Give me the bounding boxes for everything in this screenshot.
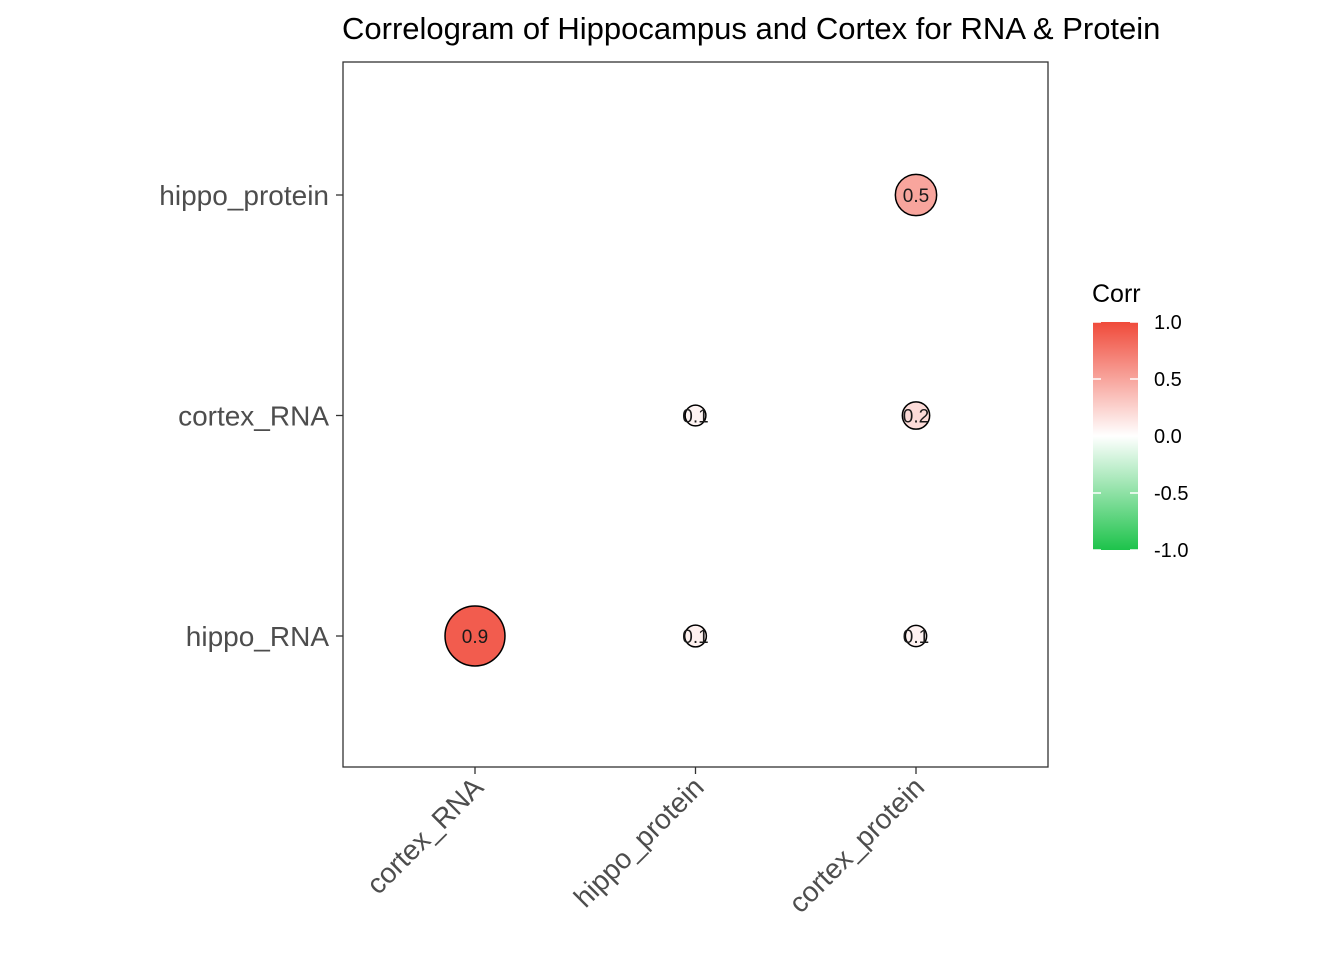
legend-tick-label: -0.5 xyxy=(1154,483,1188,505)
correlation-point xyxy=(684,404,707,427)
legend-tick-label: 0.0 xyxy=(1154,426,1182,448)
legend-tick-label: -1.0 xyxy=(1154,540,1188,562)
correlation-point xyxy=(904,624,928,648)
y-axis: hippo_RNA cortex_RNA hippo_protein xyxy=(159,180,343,652)
legend-tick-label: 0.5 xyxy=(1154,369,1182,391)
correlation-value-label: 0.1 xyxy=(682,627,708,648)
x-axis: cortex_RNA hippo_protein cortex_protein xyxy=(361,767,930,919)
color-legend: Corr 1.0 0.5 0.0 -0.5 -1.0 xyxy=(1092,280,1188,562)
legend-tick-label: 1.0 xyxy=(1154,312,1182,334)
correlation-point xyxy=(901,401,931,430)
correlation-cells: 0.9 0.1 0.1 0.1 0.2 0.5 xyxy=(444,173,938,667)
correlation-value-label: 0.1 xyxy=(903,627,929,648)
correlation-value-label: 0.2 xyxy=(903,407,929,428)
correlation-value-label: 0.5 xyxy=(903,186,929,207)
correlation-value-label: 0.1 xyxy=(682,407,708,428)
correlation-value-label: 0.9 xyxy=(462,627,488,648)
x-tick-label: hippo_protein xyxy=(568,771,710,913)
y-tick-label: cortex_RNA xyxy=(178,401,329,432)
legend-title: Corr xyxy=(1092,280,1141,308)
x-tick-label: cortex_protein xyxy=(783,771,930,918)
correlation-point xyxy=(444,605,506,667)
y-tick-label: hippo_protein xyxy=(159,180,329,211)
correlation-point xyxy=(683,624,708,648)
chart-title: Correlogram of Hippocampus and Cortex fo… xyxy=(342,11,1160,46)
correlation-point xyxy=(894,173,938,217)
x-tick-label: cortex_RNA xyxy=(361,771,490,900)
y-tick-label: hippo_RNA xyxy=(186,621,330,652)
